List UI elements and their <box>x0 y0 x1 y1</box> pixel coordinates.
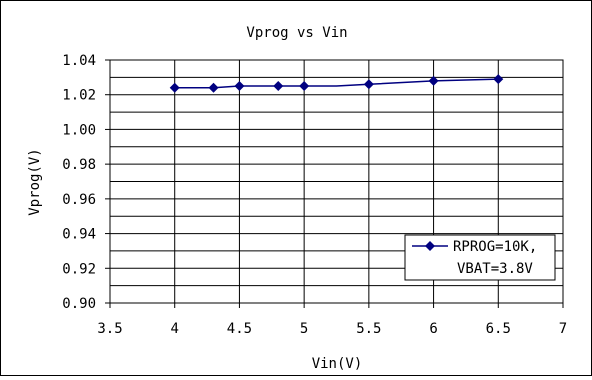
legend-label-line-2: VBAT=3.8V <box>457 261 533 277</box>
y-tick-label: 0.98 <box>62 157 96 173</box>
chart-title: Vprog vs Vin <box>246 25 347 41</box>
x-tick-label: 4 <box>170 321 178 337</box>
series-line <box>174 78 499 89</box>
data-point-marker <box>169 82 180 93</box>
x-tick-label: 3.5 <box>97 321 122 337</box>
grid-lines <box>110 60 563 303</box>
x-tick-label: 4.5 <box>227 321 252 337</box>
y-tick-label: 0.94 <box>62 227 96 243</box>
y-tick-label: 1.04 <box>62 53 96 69</box>
data-point-marker <box>428 75 439 86</box>
plot-area <box>109 59 564 304</box>
x-axis-ticks: 3.5 4 4.5 5 5.5 6 6.5 7 <box>97 303 567 337</box>
y-axis-label: Vprog(V) <box>27 148 43 215</box>
legend-label-line-1: RPROG=10K, <box>453 239 537 255</box>
data-point-marker <box>363 79 374 90</box>
y-axis-ticks: 1.04 1.02 1.00 0.98 0.96 0.94 0.92 0.90 <box>62 53 110 312</box>
data-point-marker <box>493 74 504 85</box>
data-point-marker <box>234 81 245 92</box>
data-point-marker <box>208 82 219 93</box>
legend-marker <box>425 241 435 251</box>
legend: RPROG=10K, VBAT=3.8V <box>404 234 556 281</box>
y-tick-label: 1.02 <box>62 88 96 104</box>
y-tick-label: 0.96 <box>62 192 96 208</box>
x-tick-label: 6 <box>429 321 437 337</box>
x-tick-label: 6.5 <box>486 321 511 337</box>
y-tick-label: 1.00 <box>62 122 96 138</box>
data-point-marker <box>299 81 310 92</box>
x-tick-label: 5.5 <box>356 321 381 337</box>
x-axis-label: Vin(V) <box>312 356 363 372</box>
data-point-marker <box>273 81 284 92</box>
y-tick-label: 0.90 <box>62 296 96 312</box>
series-group <box>169 74 504 93</box>
x-tick-label: 7 <box>559 321 567 337</box>
y-tick-label: 0.92 <box>62 261 96 277</box>
x-tick-label: 5 <box>300 321 308 337</box>
